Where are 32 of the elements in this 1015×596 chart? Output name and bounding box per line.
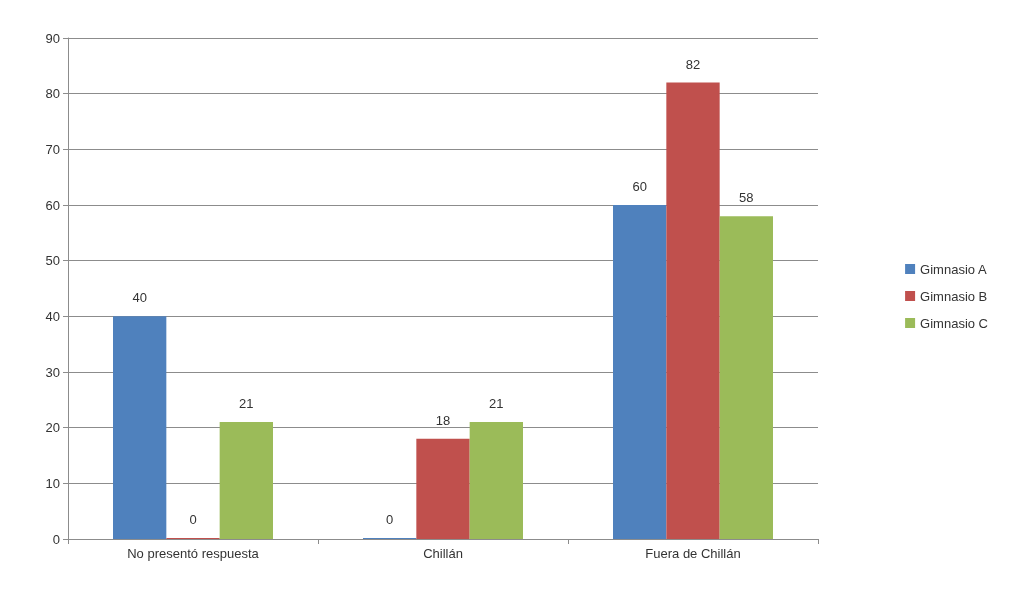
legend-label: Gimnasio A (920, 261, 987, 277)
data-label: 58 (739, 190, 754, 206)
data-label: 82 (685, 56, 701, 72)
legend-label: Gimnasio C (920, 315, 989, 331)
y-tick-label: 30 (45, 364, 60, 380)
bar (719, 216, 773, 539)
y-tick-label: 20 (45, 420, 60, 436)
data-label: 18 (435, 412, 451, 428)
x-tick-label: Fuera de Chillán (645, 546, 741, 561)
bar (416, 438, 470, 539)
x-tick-label: Chillán (423, 546, 463, 561)
data-label: 0 (189, 512, 197, 527)
bar (613, 205, 667, 539)
x-tick-label: No presentó respuesta (127, 546, 260, 561)
y-tick-label: 0 (52, 531, 60, 547)
bar (219, 422, 273, 539)
y-tick-label: 80 (45, 86, 60, 102)
data-label: 60 (632, 179, 647, 194)
data-label: 21 (239, 396, 254, 412)
y-tick-label: 70 (45, 141, 60, 157)
data-label: 21 (489, 396, 504, 412)
y-tick-label: 90 (45, 30, 60, 46)
bar (666, 82, 720, 539)
data-label: 0 (386, 512, 394, 527)
y-tick-label: 40 (45, 308, 60, 324)
bar (113, 316, 167, 539)
data-label: 40 (132, 290, 147, 306)
y-tick-label: 60 (45, 197, 60, 213)
y-tick-label: 50 (45, 253, 60, 269)
bar (469, 422, 523, 539)
y-tick-label: 10 (45, 475, 60, 491)
legend-label: Gimnasio B (920, 288, 988, 304)
